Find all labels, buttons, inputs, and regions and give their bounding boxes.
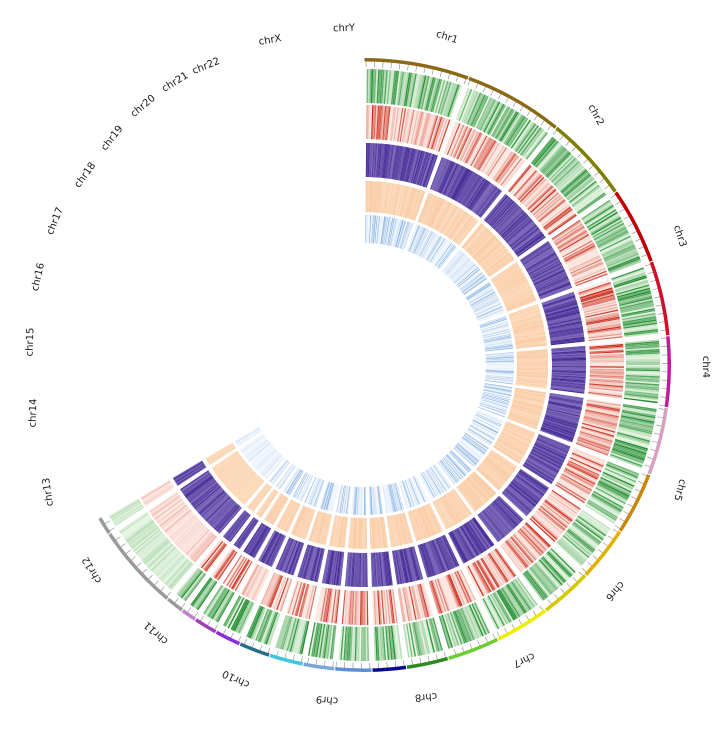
- chromosome-band-chr21: [182, 609, 196, 620]
- heatmap-cell: [363, 591, 364, 625]
- chromosome-band-chr15: [335, 667, 371, 672]
- chromosome-band-chr13: [407, 657, 448, 669]
- chromosome-band-chr22: [167, 598, 183, 612]
- chromosome-label-chr3: chr3: [671, 224, 688, 249]
- chromosome-label-chr12: chr12: [81, 555, 105, 585]
- chromosome-label-chrY: chrY: [333, 23, 356, 35]
- chromosome-label-chr6: chr6: [603, 579, 626, 603]
- heatmap-track-5: [235, 215, 514, 515]
- heatmap-cell: [363, 627, 364, 661]
- chromosome-label-chr15: chr15: [25, 327, 37, 356]
- chromosome-label-chr14: chr14: [28, 398, 40, 427]
- chromosome-band-chr20: [195, 618, 216, 633]
- heatmap-cell: [626, 363, 660, 364]
- heatmap-cell: [552, 364, 586, 365]
- heatmap-cell: [552, 365, 586, 366]
- heatmap-cell: [363, 553, 364, 587]
- chromosome-label-chr10: chr10: [221, 668, 252, 690]
- chromosome-label-chr11: chr11: [142, 619, 171, 646]
- chromosome-label-chr2: chr2: [585, 103, 605, 128]
- heatmap-cell: [364, 591, 365, 625]
- chromosome-band-chr17: [270, 654, 303, 666]
- chromosome-band-chrY: [98, 517, 110, 534]
- chromosome-band-chr16: [303, 663, 334, 671]
- heatmap-cell: [364, 627, 365, 661]
- heatmap-cell: [363, 487, 364, 515]
- chromosome-label-chr20: chr20: [129, 93, 158, 120]
- chromosome-label-chr21: chr21: [160, 70, 190, 95]
- chromosome-label-chr9: chr9: [315, 693, 338, 706]
- chromosome-label-chr1: chr1: [435, 29, 460, 46]
- chromosome-label-chrX: chrX: [258, 33, 283, 48]
- chromosome-label-chr22: chr22: [191, 56, 222, 77]
- chromosome-label-chr4: chr4: [700, 356, 711, 378]
- heatmap-cell: [363, 518, 364, 549]
- chromosome-label-chr7: chr7: [511, 650, 536, 669]
- chromosome-band-chr18: [240, 642, 270, 656]
- chromosome-label-chr8: chr8: [414, 690, 437, 703]
- chromosome-label-chr16: chr16: [30, 262, 47, 292]
- heatmap-cell: [590, 365, 624, 366]
- chromosome-band-chr14: [372, 666, 406, 672]
- chromosome-label-chr17: chr17: [45, 206, 66, 237]
- chromosome-label-chr5: chr5: [671, 478, 687, 502]
- heatmap-cell: [364, 553, 365, 587]
- chromosome-label-chr19: chr19: [99, 124, 125, 153]
- chromosome-label-chr18: chr18: [73, 160, 99, 190]
- heatmap-cell: [626, 365, 660, 366]
- chromosome-band-chr19: [216, 631, 240, 646]
- heatmap-cell: [590, 364, 624, 365]
- chromosome-label-chr13: chr13: [41, 477, 56, 507]
